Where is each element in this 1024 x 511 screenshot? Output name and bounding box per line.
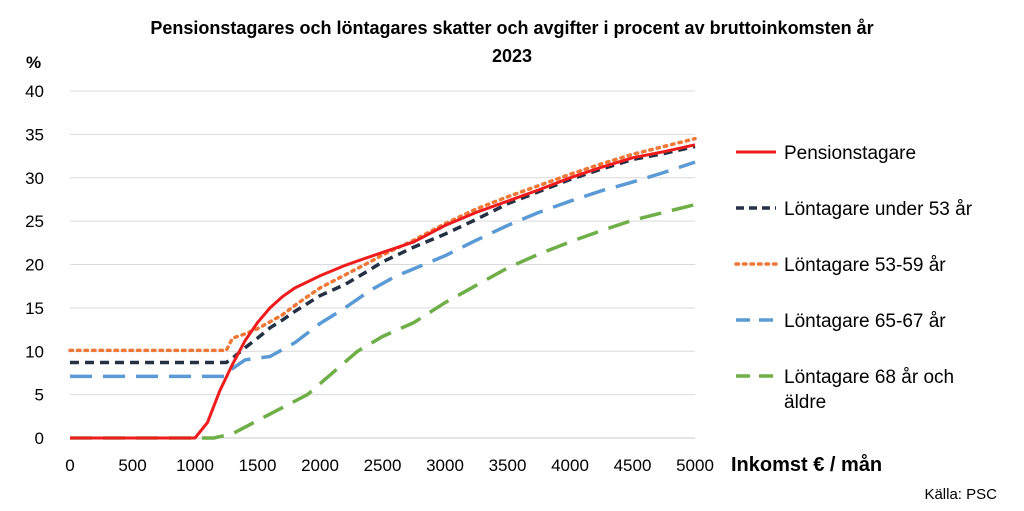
series-line-0: [70, 143, 696, 440]
x-tick-label: 3000: [426, 456, 464, 475]
gridlines: [70, 90, 695, 396]
source-note: Källa: PSC: [924, 486, 997, 503]
x-tick-label: 5000: [676, 456, 714, 475]
chart-title-line2: 2023: [492, 46, 532, 66]
x-tick-label: 1500: [239, 456, 277, 475]
y-tick-label: 0: [35, 429, 44, 448]
x-tick-label: 0: [65, 456, 74, 475]
y-axis-label: %: [26, 53, 41, 72]
y-tick-label: 5: [35, 386, 44, 405]
series-lines: [68, 136, 697, 440]
y-tick-label: 30: [25, 169, 44, 188]
y-tick-label: 25: [25, 212, 44, 231]
chart-title-line1: Pensionstagares och löntagares skatter o…: [150, 18, 873, 38]
x-tick-label: 500: [118, 456, 146, 475]
legend-label-2: Löntagare 53-59 år: [784, 255, 946, 276]
y-tick-label: 10: [25, 342, 44, 361]
y-tick-label: 20: [25, 256, 44, 275]
x-tick-label: 3500: [489, 456, 527, 475]
series-line-4: [70, 202, 696, 440]
x-tick-label: 2000: [301, 456, 339, 475]
x-tick-label: 4000: [551, 456, 589, 475]
legend: Pensionstagare Löntagare under 53 år Lönta…: [734, 143, 973, 413]
x-tick-label: 4500: [614, 456, 652, 475]
series-line-3: [70, 160, 696, 379]
x-axis-ticks: 0 500 1000 1500 2000 2500 3000 3500 4000 4500 5000: [65, 456, 714, 475]
legend-label-3: Löntagare 65-67 år: [784, 311, 946, 332]
legend-label-1: Löntagare under 53 år: [784, 199, 973, 220]
y-tick-label: 15: [25, 299, 44, 318]
legend-label-0: Pensionstagare: [784, 143, 916, 164]
x-axis-title: Inkomst € / mån: [731, 453, 882, 476]
y-tick-label: 35: [25, 125, 44, 144]
legend-label-4: Löntagare 68 år och äldre: [784, 367, 954, 413]
y-axis-ticks: 0 5 10 15 20 25 30 35 40: [25, 82, 44, 448]
series-line-1: [70, 144, 696, 365]
y-tick-label: 40: [25, 82, 44, 101]
x-tick-label: 1000: [176, 456, 214, 475]
x-tick-label: 2500: [364, 456, 402, 475]
series-line-2: [68, 136, 697, 353]
